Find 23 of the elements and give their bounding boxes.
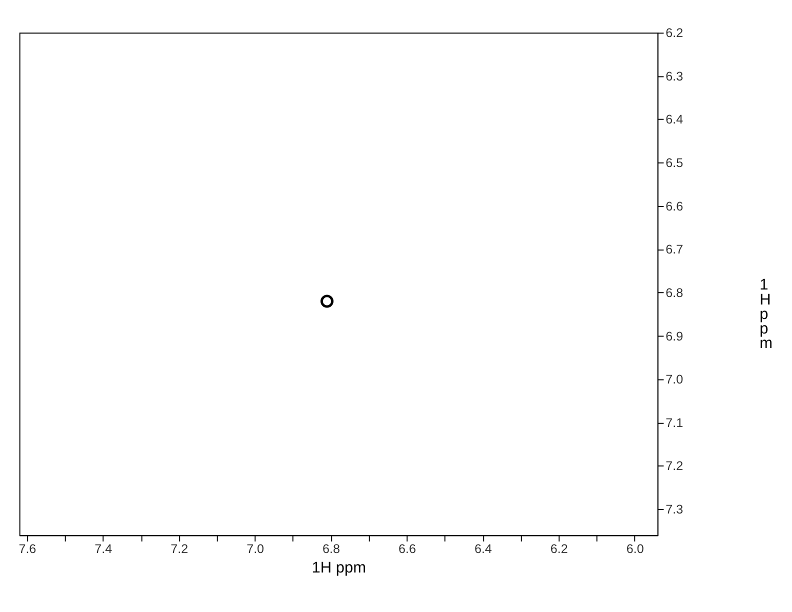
y-tick-label: 6.9 bbox=[666, 329, 684, 344]
y-tick-label: 6.6 bbox=[666, 199, 684, 214]
x-tick-label: 6.4 bbox=[474, 542, 492, 556]
x-axis-title: 1H ppm bbox=[312, 559, 366, 576]
x-tick-label: 6.6 bbox=[398, 542, 416, 556]
x-tick-label: 7.2 bbox=[170, 542, 188, 556]
x-tick-label: 7.4 bbox=[94, 542, 112, 556]
y-tick-label: 6.3 bbox=[666, 69, 684, 84]
y-tick-label: 6.7 bbox=[666, 242, 684, 257]
y-tick-label: 7.1 bbox=[666, 416, 684, 430]
x-tick-label: 6.0 bbox=[626, 542, 644, 556]
y-tick-label: 7.3 bbox=[666, 502, 684, 517]
x-tick-label: 7.6 bbox=[18, 542, 36, 556]
y-tick-label: 6.8 bbox=[666, 286, 684, 300]
y-tick-label: 7.0 bbox=[666, 372, 684, 387]
y-tick-label: 7.2 bbox=[666, 459, 684, 474]
y-tick-label: 6.2 bbox=[666, 26, 684, 40]
x-tick-label: 6.2 bbox=[550, 542, 568, 556]
y-tick-label: 6.5 bbox=[666, 156, 684, 170]
x-tick-label: 7.0 bbox=[246, 542, 264, 556]
x-tick-label: 6.8 bbox=[322, 542, 340, 556]
y-tick-label: 6.4 bbox=[666, 112, 684, 127]
y-axis-title: 1H ppm bbox=[760, 276, 773, 352]
